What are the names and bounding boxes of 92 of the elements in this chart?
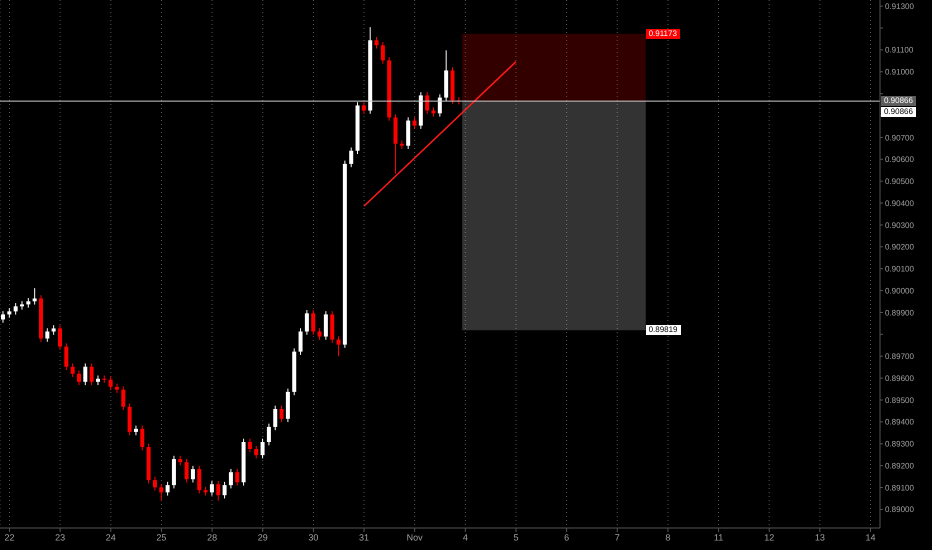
candlestick xyxy=(108,376,113,391)
y-tick-label: 0.90100 xyxy=(885,264,914,274)
candlestick xyxy=(298,328,303,356)
y-tick-label: 0.90400 xyxy=(885,198,914,208)
candlestick xyxy=(210,480,214,496)
candlestick xyxy=(380,42,385,64)
band-label: 0.91173 xyxy=(646,28,680,39)
y-tick-label: 0.90600 xyxy=(885,155,914,164)
candlestick xyxy=(52,324,56,336)
candlestick xyxy=(273,405,278,431)
y-tick-label: 0.91100 xyxy=(885,46,914,55)
candlestick xyxy=(178,455,182,466)
y-tick-label: 0.90000 xyxy=(885,286,914,296)
candlestick xyxy=(362,102,366,114)
candlestick xyxy=(254,445,258,459)
y-tick-label: 0.89600 xyxy=(885,374,914,383)
y-tick-label: 0.91300 xyxy=(885,2,914,11)
candlestick xyxy=(438,94,442,118)
candlestick xyxy=(58,324,62,350)
y-tick-label: 0.89000 xyxy=(885,505,914,514)
candlestick xyxy=(83,362,88,386)
candlestick xyxy=(70,362,75,378)
candlestick xyxy=(26,298,30,308)
candlestick xyxy=(121,386,126,411)
x-tick-label: 6 xyxy=(564,532,570,542)
candlestick xyxy=(152,476,157,492)
ref-line-label: 0.90866 xyxy=(881,96,916,106)
candlestick xyxy=(228,468,233,489)
x-tick-label: 13 xyxy=(814,532,825,542)
band-label: 0.89819 xyxy=(646,325,680,336)
y-tick-label: 0.89500 xyxy=(885,396,914,405)
text: 0.90866 xyxy=(881,107,916,118)
candlestick xyxy=(318,328,322,340)
candlestick xyxy=(7,308,12,318)
x-tick-label: 4 xyxy=(462,532,468,542)
candlestick xyxy=(412,116,417,130)
x-tick-label: 30 xyxy=(308,532,318,542)
x-tick-label: 29 xyxy=(258,532,268,542)
candlestick xyxy=(248,438,252,453)
candlestick xyxy=(432,106,436,118)
candlestick xyxy=(216,480,220,502)
x-tick-label: 8 xyxy=(665,532,670,542)
candlestick xyxy=(90,362,94,386)
x-tick-label: 28 xyxy=(207,532,218,542)
x-tick-label: 23 xyxy=(55,532,66,542)
y-tick-label: 0.89300 xyxy=(885,440,914,449)
candlestick xyxy=(222,481,227,499)
x-tick-label: 11 xyxy=(714,532,724,542)
y-tick-label: 0.89200 xyxy=(885,461,914,470)
candlestick xyxy=(425,92,430,114)
candlestick xyxy=(76,370,81,386)
x-tick-label: 25 xyxy=(156,532,166,542)
candlestick xyxy=(184,458,189,483)
x-tick-label: 12 xyxy=(764,532,774,542)
candlestick xyxy=(32,288,37,306)
candlestick xyxy=(280,405,284,423)
candlestick xyxy=(134,425,138,436)
x-tick-label: 14 xyxy=(865,532,876,542)
y-tick-label: 0.89900 xyxy=(885,308,914,318)
candlestick xyxy=(45,328,50,342)
y-tick-label: 0.91000 xyxy=(885,68,914,77)
candlestick xyxy=(304,310,309,336)
candlestick xyxy=(166,481,170,496)
candlestick xyxy=(1,310,5,324)
y-tick-label: 0.90300 xyxy=(885,220,914,230)
x-tick-label: Nov xyxy=(406,532,424,542)
candlestick xyxy=(14,302,18,316)
candlestick xyxy=(140,425,144,451)
candlestick xyxy=(311,310,316,336)
candlestick xyxy=(64,342,68,371)
candlestick xyxy=(349,146,354,168)
x-tick-label: 31 xyxy=(359,532,370,542)
candlestick xyxy=(260,438,265,459)
candlestick xyxy=(159,484,164,502)
y-tick-label: 0.90700 xyxy=(885,133,914,142)
candlestick xyxy=(190,465,195,483)
candlestick xyxy=(266,423,271,446)
x-tick-label: 5 xyxy=(513,532,518,542)
candlestick xyxy=(336,336,341,357)
candlestick xyxy=(374,36,379,50)
y-tick-label: 0.90500 xyxy=(885,177,914,186)
y-tick-label: 0.89700 xyxy=(885,352,914,362)
x-tick-label: 22 xyxy=(4,532,15,542)
candlestick xyxy=(96,374,100,386)
y-tick-label: 0.89100 xyxy=(885,483,914,492)
candlestick xyxy=(324,310,328,340)
y-tick-label: 0.90200 xyxy=(885,242,914,252)
candlestick xyxy=(235,468,240,486)
y-tick-label: 0.89400 xyxy=(885,418,914,427)
x-tick-label: 24 xyxy=(106,532,116,542)
candlestick xyxy=(197,465,202,494)
x-tick-label: 7 xyxy=(614,532,620,542)
